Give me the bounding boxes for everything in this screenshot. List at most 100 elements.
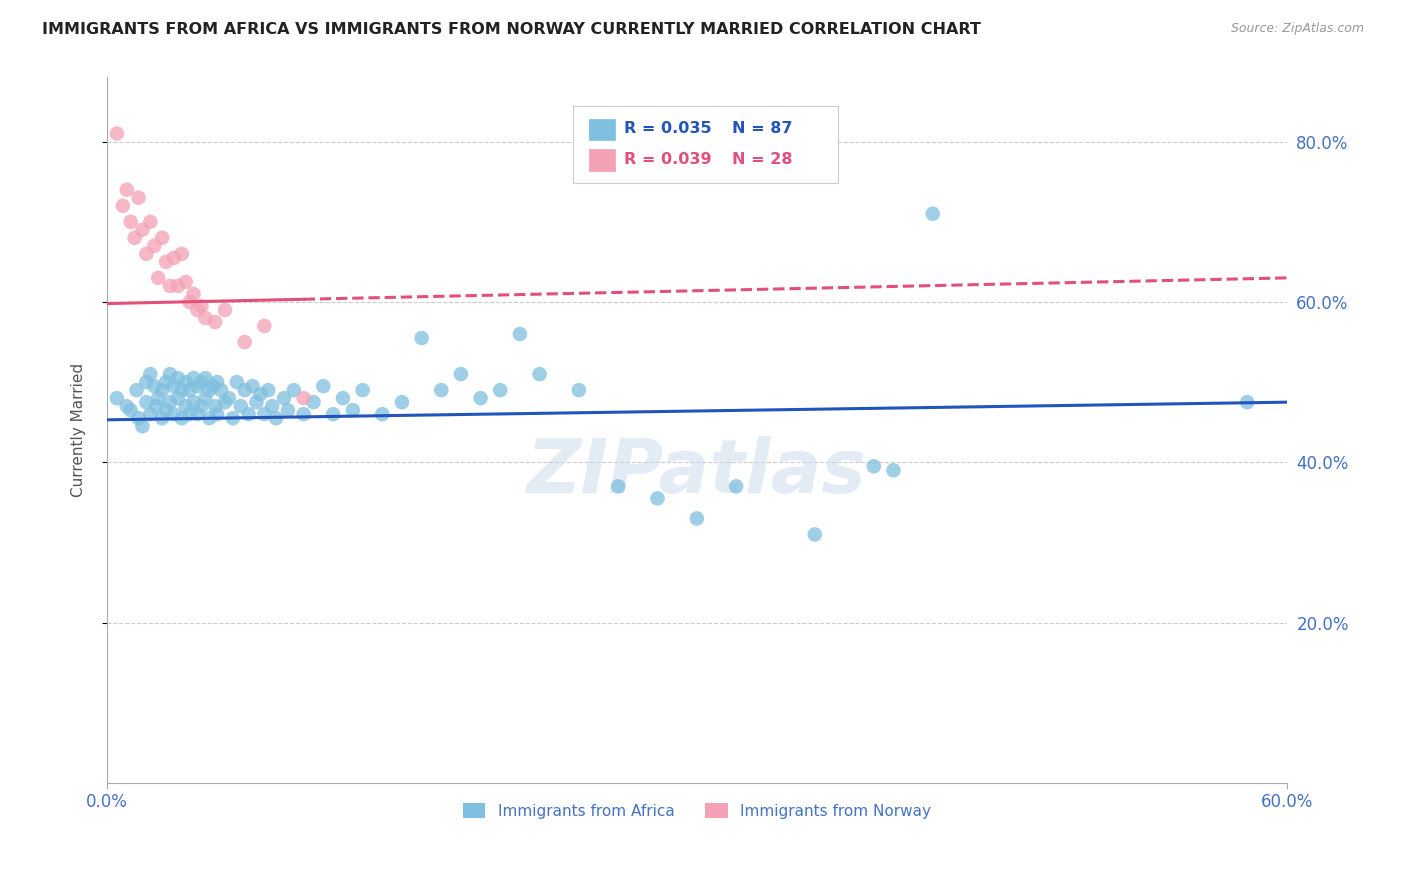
Point [430, 383, 453, 397]
Point [322, 407, 344, 421]
Point [148, 391, 170, 405]
Point [233, 383, 256, 397]
Point [198, 383, 221, 397]
Point [159, 279, 181, 293]
Point [862, 459, 884, 474]
Point [159, 367, 181, 381]
Point [163, 379, 186, 393]
FancyBboxPatch shape [589, 150, 616, 170]
Point [148, 271, 170, 285]
Point [509, 326, 531, 341]
Point [179, 383, 201, 397]
Point [183, 395, 205, 409]
Point [283, 383, 305, 397]
Point [159, 395, 181, 409]
Point [150, 411, 173, 425]
Point [179, 407, 201, 421]
Point [170, 411, 193, 425]
Point [277, 403, 299, 417]
Point [190, 375, 212, 389]
Point [470, 391, 492, 405]
Point [352, 383, 374, 397]
Point [262, 399, 284, 413]
Point [214, 302, 236, 317]
Point [115, 399, 138, 413]
Point [411, 331, 433, 345]
Point [204, 399, 226, 413]
Point [194, 371, 217, 385]
Point [489, 383, 512, 397]
Point [143, 379, 166, 393]
Point [332, 391, 354, 405]
Point [882, 463, 904, 477]
Point [170, 383, 193, 397]
Point [450, 367, 472, 381]
Point [371, 407, 394, 421]
Point [190, 299, 212, 313]
Point [1236, 395, 1258, 409]
Point [214, 395, 236, 409]
Point [194, 391, 217, 405]
Point [249, 387, 271, 401]
Point [342, 403, 364, 417]
Point [139, 215, 162, 229]
Point [128, 411, 150, 425]
Point [174, 275, 197, 289]
Point [124, 231, 146, 245]
Point [253, 318, 276, 333]
Point [204, 315, 226, 329]
Point [202, 379, 225, 393]
Point [145, 399, 167, 413]
Text: R = 0.039: R = 0.039 [624, 153, 711, 168]
Point [186, 379, 208, 393]
Point [292, 391, 315, 405]
Point [725, 479, 748, 493]
Point [607, 479, 630, 493]
Point [155, 375, 177, 389]
Point [190, 399, 212, 413]
Point [273, 391, 295, 405]
Point [166, 371, 188, 385]
Point [135, 395, 157, 409]
Point [111, 199, 134, 213]
Point [222, 411, 245, 425]
Point [218, 391, 240, 405]
Point [312, 379, 335, 393]
Point [139, 407, 162, 421]
Point [143, 239, 166, 253]
Point [245, 395, 267, 409]
Point [166, 391, 188, 405]
Point [139, 367, 162, 381]
Point [186, 302, 208, 317]
Point [647, 491, 669, 506]
Point [155, 403, 177, 417]
Text: IMMIGRANTS FROM AFRICA VS IMMIGRANTS FROM NORWAY CURRENTLY MARRIED CORRELATION C: IMMIGRANTS FROM AFRICA VS IMMIGRANTS FRO… [42, 22, 981, 37]
Point [120, 403, 142, 417]
Point [174, 399, 197, 413]
Point [264, 411, 287, 425]
Text: ZIPatlas: ZIPatlas [527, 436, 868, 509]
FancyBboxPatch shape [574, 105, 838, 183]
Point [166, 279, 188, 293]
Point [179, 295, 201, 310]
Point [198, 411, 221, 425]
Point [238, 407, 260, 421]
Point [186, 407, 208, 421]
Point [686, 511, 709, 525]
Point [150, 383, 173, 397]
Point [921, 207, 943, 221]
Point [125, 383, 148, 397]
Legend: Immigrants from Africa, Immigrants from Norway: Immigrants from Africa, Immigrants from … [457, 797, 938, 825]
Point [174, 375, 197, 389]
Point [242, 379, 264, 393]
Point [302, 395, 325, 409]
Point [183, 287, 205, 301]
Point [529, 367, 551, 381]
FancyBboxPatch shape [589, 119, 616, 140]
Point [229, 399, 252, 413]
Point [163, 407, 186, 421]
Text: Source: ZipAtlas.com: Source: ZipAtlas.com [1230, 22, 1364, 36]
Point [105, 391, 128, 405]
Point [225, 375, 247, 389]
Point [194, 310, 217, 325]
